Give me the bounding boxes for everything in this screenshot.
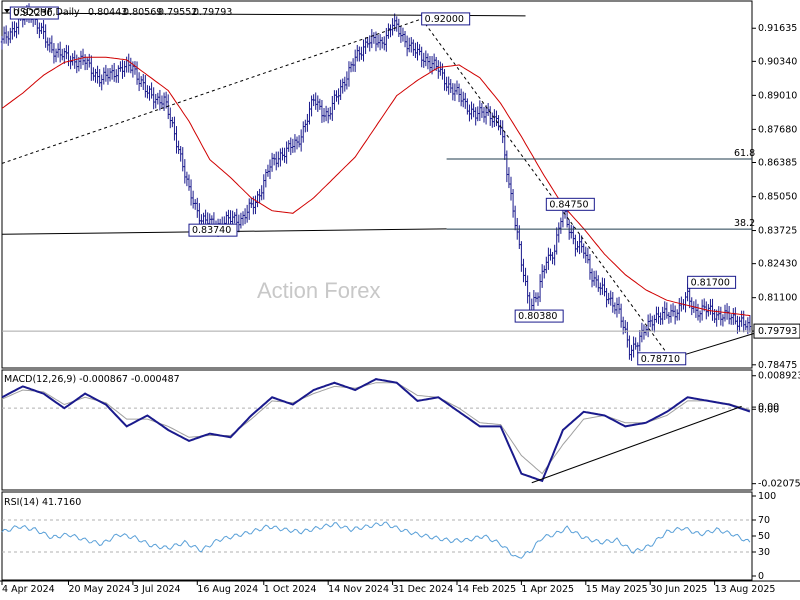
x-tick-label: 15 May 2025 — [586, 584, 648, 595]
x-tick-label: 14 Feb 2025 — [457, 584, 516, 595]
price-header: USDCHF,Daily 0.80443 0.80569 0.79552 0.7… — [4, 7, 232, 18]
rsi-tick-label: 70 — [758, 515, 770, 526]
trendline — [421, 18, 672, 360]
price-tick-label: 0.78475 — [758, 360, 797, 371]
price-tick-label: 0.83725 — [758, 226, 797, 237]
price-label: 0.92230 — [13, 8, 52, 19]
price-tick-label: 0.90340 — [758, 56, 797, 67]
price-panel: 61.8 38.2 0.79793 0.92000 0.92230 0.83740 0.84… — [0, 3, 800, 366]
price-label-box — [188, 223, 238, 237]
x-tick-label: 20 May 2024 — [68, 584, 130, 595]
fib-level-label: 38.2 — [734, 218, 755, 229]
price-label-box — [514, 309, 564, 323]
price-label: 0.92000 — [425, 14, 464, 25]
rsi-tick-label: 100 — [758, 491, 776, 502]
rsi-y-axis: 100 70 50 30 0 — [752, 491, 776, 582]
ohlc-high: 0.80569 — [123, 7, 162, 18]
x-tick-label: 13 Aug 2025 — [715, 584, 776, 595]
x-tick-label: 3 Jul 2024 — [133, 584, 181, 595]
macd-tick-label: 0.00 — [758, 404, 779, 415]
price-label: 0.84750 — [549, 199, 588, 210]
current-price-box — [753, 323, 800, 339]
macd-frame — [1, 369, 753, 491]
x-tick-label: 31 Dec 2024 — [393, 584, 454, 595]
rsi-panel — [1, 519, 752, 559]
trendline — [1, 18, 422, 164]
price-label-box — [545, 197, 595, 211]
macd-line — [1, 378, 751, 483]
price-tick-label: 0.87680 — [758, 124, 797, 135]
price-label-box — [637, 352, 687, 366]
macd-signal-line — [1, 382, 751, 475]
price-tick-label: 0.85050 — [758, 192, 797, 203]
price-tick-label: 0.91635 — [758, 23, 797, 34]
watermark: Action Forex — [257, 278, 381, 303]
price-tick-label: 0.86385 — [758, 158, 797, 169]
price-tick-label: 0.81100 — [758, 293, 797, 304]
macd-tick-label: -0.020759 — [758, 479, 800, 490]
symbol-label: USDCHF,Daily — [13, 7, 80, 18]
rsi-line — [1, 521, 751, 559]
rsi-tick-label: 50 — [758, 531, 770, 542]
price-label-box — [9, 6, 59, 20]
macd-panel — [1, 378, 752, 484]
rsi-tick-label: 0 — [758, 571, 764, 582]
price-label: 0.78710 — [641, 354, 680, 365]
macd-trendline — [531, 405, 742, 484]
x-tick-label: 30 Jun 2025 — [650, 584, 707, 595]
price-tick-label: 0.89010 — [758, 90, 797, 101]
rsi-title: RSI(14) 41.7160 — [4, 497, 81, 508]
ohlc-open: 0.80443 — [88, 7, 127, 18]
x-tick-label: 1 Oct 2024 — [264, 584, 317, 595]
current-price-label: 0.79793 — [758, 326, 797, 337]
moving-average-line — [1, 56, 750, 317]
rsi-tick-label: 30 — [758, 547, 770, 558]
x-tick-label: 14 Nov 2024 — [328, 584, 389, 595]
x-axis: 4 Apr 2024 20 May 2024 3 Jul 2024 16 Aug 20… — [1, 581, 776, 595]
price-label: 0.83740 — [192, 225, 231, 236]
price-tick-label: 0.82430 — [758, 259, 797, 270]
x-tick-label: 1 Apr 2025 — [521, 584, 574, 595]
price-frame — [1, 0, 753, 369]
ohlc-close: 0.79793 — [193, 7, 232, 18]
collapse-triangle-icon[interactable] — [4, 9, 10, 13]
macd-tick-label: 0.00 — [758, 402, 779, 413]
price-label-box — [687, 275, 737, 289]
macd-title: MACD(12,26,9) -0.000867 -0.000487 — [4, 374, 180, 385]
x-tick-label: 4 Apr 2024 — [2, 584, 55, 595]
macd-tick-label: 0.008923 — [758, 371, 800, 382]
price-label-box — [421, 12, 471, 26]
price-label: 0.80380 — [518, 311, 557, 322]
x-tick-label: 16 Aug 2024 — [197, 584, 258, 595]
ohlc-low: 0.79552 — [158, 7, 197, 18]
price-label: 0.81700 — [691, 277, 730, 288]
fib-level-label: 61.8 — [734, 148, 755, 159]
